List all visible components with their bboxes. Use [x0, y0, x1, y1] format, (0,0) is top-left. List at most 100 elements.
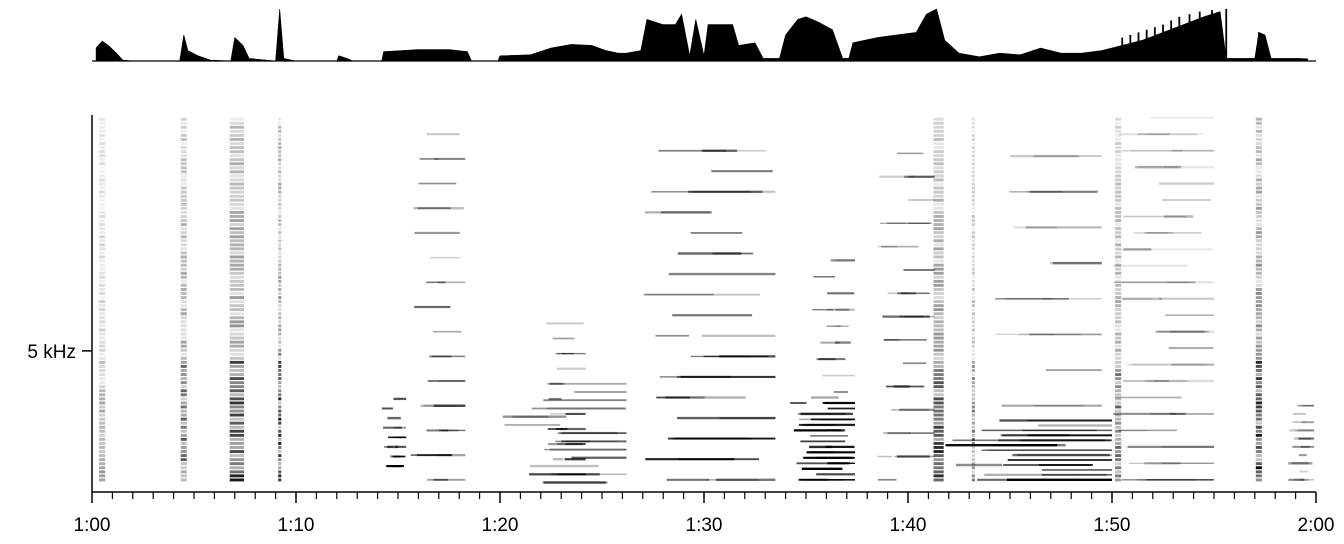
transient-cell — [971, 223, 975, 226]
transient-cell — [1255, 255, 1262, 259]
transient-cell — [971, 296, 975, 299]
transient-cell — [229, 385, 244, 389]
transient-cell — [1115, 377, 1122, 380]
transient-cell — [99, 360, 106, 364]
transient-cell — [99, 142, 106, 145]
transient-cell — [933, 223, 944, 226]
transient-cell — [278, 117, 282, 121]
transient-cell — [180, 251, 187, 255]
transient-cell — [229, 389, 244, 393]
harmonic-region — [546, 322, 586, 476]
transient-cell — [278, 223, 282, 226]
transient-cell — [278, 296, 282, 299]
transient-cell — [971, 211, 975, 214]
transient-cell — [1255, 138, 1262, 141]
harmonic-region — [1113, 116, 1214, 481]
transient-cell — [99, 397, 106, 401]
transient-cell — [933, 283, 944, 287]
transient-cell — [229, 259, 244, 263]
transient-cell — [1115, 429, 1122, 433]
transient-cell — [1255, 458, 1262, 462]
transient-cell — [971, 231, 975, 235]
transient-cell — [229, 312, 244, 316]
transient-cell — [99, 247, 106, 251]
transient-cell — [180, 296, 187, 299]
transient-cell — [933, 405, 944, 409]
transient-cell — [1115, 215, 1122, 218]
transient-cell — [971, 275, 975, 279]
transient-cell — [933, 211, 944, 214]
transient-cell — [933, 421, 944, 425]
transient-cell — [1255, 211, 1262, 214]
transient-cell — [180, 271, 187, 275]
transient-cell — [1255, 421, 1262, 425]
transient-cell — [278, 190, 282, 194]
transient-cell — [99, 446, 106, 449]
transient-cell — [933, 324, 944, 328]
transient-cell — [1255, 288, 1262, 291]
transient-cell — [180, 162, 187, 166]
transient-cell — [99, 279, 106, 283]
transient-cell — [1255, 352, 1262, 356]
transient-cell — [1115, 292, 1122, 295]
transient-cell — [933, 352, 944, 356]
transient-cell — [229, 381, 244, 385]
transient-cell — [180, 247, 187, 251]
transient-cell — [180, 466, 187, 470]
transient-cell — [229, 162, 244, 166]
transient-cell — [278, 194, 282, 198]
transient-cell — [971, 328, 975, 332]
transient-cell — [1115, 373, 1122, 376]
transient-cell — [933, 328, 944, 332]
transient-cell — [1255, 401, 1262, 405]
transient-cell — [1255, 417, 1262, 421]
transient-cell — [180, 158, 187, 162]
transient-cell — [229, 320, 244, 324]
transient-cell — [1115, 154, 1122, 158]
transient-cell — [180, 304, 187, 308]
transient-cell — [971, 433, 975, 437]
transient-cell — [1115, 369, 1122, 372]
transient-cell — [99, 348, 106, 352]
transient-cell — [971, 304, 975, 308]
transient-cell — [278, 377, 282, 380]
transient-cell — [180, 121, 187, 125]
transient-cell — [1115, 134, 1122, 137]
transient-cell — [1115, 198, 1122, 202]
transient-cell — [99, 474, 106, 478]
transient-cell — [99, 134, 106, 137]
transient-cell — [229, 336, 244, 340]
transient-cell — [229, 417, 244, 421]
transient-cell — [229, 454, 244, 457]
transient-cell — [933, 320, 944, 324]
transient-cell — [1115, 194, 1122, 198]
transient-cell — [180, 373, 187, 376]
transient-cell — [1115, 158, 1122, 162]
transient-cell — [1255, 393, 1262, 397]
transient-cell — [933, 158, 944, 162]
y-ticks: 5 kHz — [27, 342, 92, 363]
transient-cell — [229, 243, 244, 247]
transient-cell — [99, 170, 106, 174]
transient-cell — [99, 304, 106, 308]
transient-cell — [933, 239, 944, 243]
transient-cell — [180, 437, 187, 441]
transient-cell — [971, 421, 975, 425]
transient-cell — [1255, 429, 1262, 433]
transient-cell — [229, 344, 244, 348]
transient-cell — [1255, 247, 1262, 251]
transient-cell — [1115, 316, 1122, 320]
transient-cell — [933, 442, 944, 445]
transient-cell — [99, 320, 106, 324]
transient-cell — [180, 223, 187, 226]
transient-cell — [1255, 166, 1262, 170]
transient-cell — [1115, 227, 1122, 231]
transient-cell — [933, 267, 944, 271]
envelope-area — [95, 8, 1309, 62]
transient-cell — [180, 340, 187, 344]
transient-cell — [971, 267, 975, 271]
transient-cell — [229, 442, 244, 445]
transient-cell — [229, 328, 244, 332]
transient-cell — [1255, 433, 1262, 437]
transient-cell — [229, 365, 244, 368]
